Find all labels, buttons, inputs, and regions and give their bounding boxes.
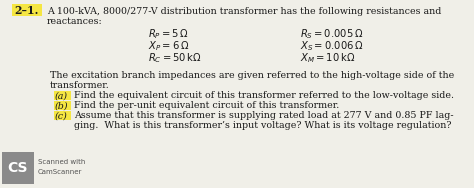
Text: Find the per-unit equivalent circuit of this transformer.: Find the per-unit equivalent circuit of …: [74, 102, 339, 111]
Text: A 100-kVA, 8000/277-V distribution transformer has the following resistances and: A 100-kVA, 8000/277-V distribution trans…: [47, 7, 441, 15]
Text: $X_M = 10\,\mathrm{k}\Omega$: $X_M = 10\,\mathrm{k}\Omega$: [300, 51, 355, 65]
Text: The excitation branch impedances are given referred to the high-voltage side of : The excitation branch impedances are giv…: [50, 71, 454, 80]
Text: $X_S = 0.006\,\Omega$: $X_S = 0.006\,\Omega$: [300, 39, 364, 53]
Text: $X_P = 6\,\Omega$: $X_P = 6\,\Omega$: [148, 39, 189, 53]
Text: $R_C = 50\,\mathrm{k}\Omega$: $R_C = 50\,\mathrm{k}\Omega$: [148, 51, 202, 65]
Text: ging.  What is this transformer’s input voltage? What is its voltage regulation?: ging. What is this transformer’s input v…: [74, 121, 452, 130]
Text: reactances:: reactances:: [47, 17, 103, 26]
Text: CamScanner: CamScanner: [38, 169, 82, 175]
Bar: [54, 101, 71, 110]
Text: Assume that this transformer is supplying rated load at 277 V and 0.85 PF lag-: Assume that this transformer is supplyin…: [74, 111, 454, 121]
Text: $R_P = 5\,\Omega$: $R_P = 5\,\Omega$: [148, 27, 189, 41]
Text: Scanned with: Scanned with: [38, 159, 85, 165]
Text: 2–1.: 2–1.: [15, 5, 39, 17]
Text: (b): (b): [55, 102, 69, 111]
Bar: [54, 111, 71, 120]
Text: CS: CS: [8, 161, 28, 175]
Text: (a): (a): [55, 92, 68, 101]
Text: (c): (c): [55, 111, 68, 121]
Text: transformer.: transformer.: [50, 82, 110, 90]
Bar: [12, 4, 42, 16]
Bar: [54, 91, 71, 100]
Bar: [2, 152, 34, 184]
Text: Find the equivalent circuit of this transformer referred to the low-voltage side: Find the equivalent circuit of this tran…: [74, 92, 454, 101]
Text: $R_S = 0.005\,\Omega$: $R_S = 0.005\,\Omega$: [300, 27, 364, 41]
